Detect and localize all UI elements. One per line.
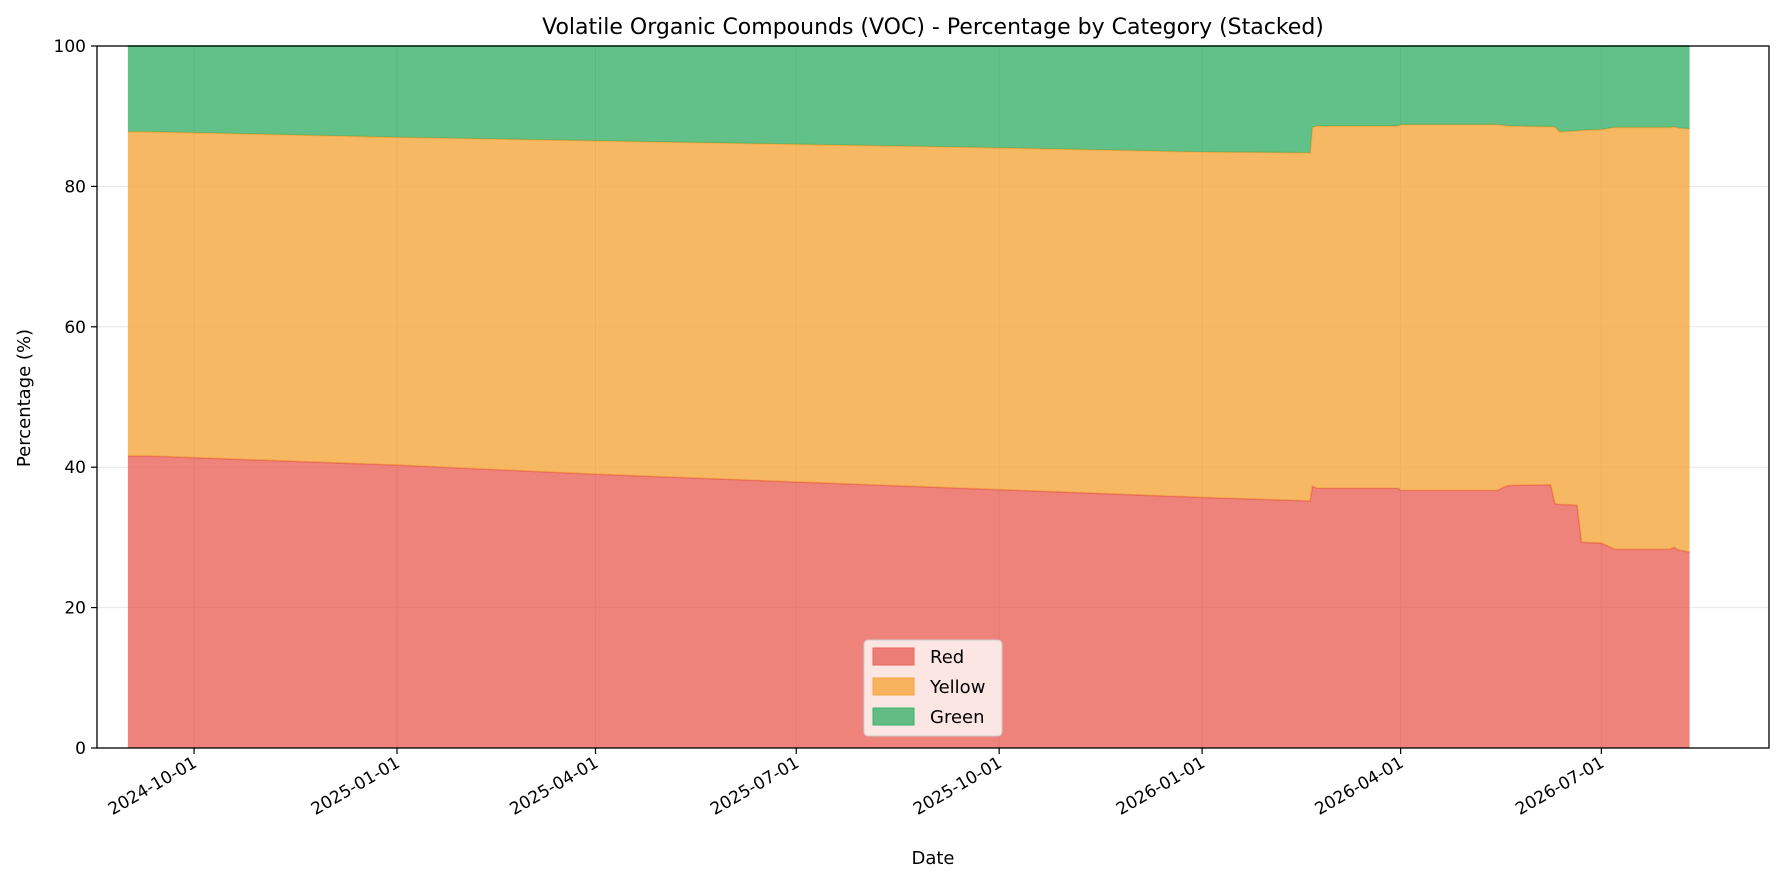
x-tick-label: 2025-10-01 <box>910 753 1006 820</box>
y-tick-label: 60 <box>64 318 86 338</box>
legend-label-yellow: Yellow <box>929 677 985 698</box>
plot-frame <box>96 45 1770 749</box>
stacked-areas <box>127 45 1690 748</box>
plot-area <box>96 45 1770 749</box>
y-axis: 0 20 40 60 80 100 <box>54 37 97 759</box>
x-tick-label: 2026-01-01 <box>1113 753 1209 820</box>
y-tick-label: 0 <box>75 739 86 759</box>
x-tick-label: 2025-07-01 <box>707 753 803 820</box>
y-axis-title: Percentage (%) <box>14 329 35 467</box>
x-tick-label: 2025-01-01 <box>308 753 404 820</box>
area-red <box>127 455 1690 748</box>
y-tick-label: 20 <box>64 599 86 619</box>
legend-label-green: Green <box>930 707 985 728</box>
y-tick-label: 80 <box>64 177 86 197</box>
area-yellow <box>127 124 1690 553</box>
y-tick-label: 100 <box>54 37 86 57</box>
x-axis-title: Date <box>911 848 954 869</box>
legend-swatch-red <box>872 647 915 666</box>
chart-title: Volatile Organic Compounds (VOC) - Perce… <box>542 15 1324 40</box>
area-green <box>127 46 1690 153</box>
x-axis: 2024-10-01 2025-01-01 2025-04-01 2025-07-01… <box>105 748 1608 820</box>
x-tick-label: 2025-04-01 <box>506 753 602 820</box>
legend-swatch-yellow <box>872 677 915 696</box>
legend: Red Yellow Green <box>863 639 1003 737</box>
y-tick-label: 40 <box>64 458 86 478</box>
x-tick-label: 2024-10-01 <box>105 753 201 820</box>
x-tick-label: 2026-04-01 <box>1312 753 1408 820</box>
x-tick-label: 2026-07-01 <box>1512 753 1608 820</box>
legend-label-red: Red <box>930 647 964 668</box>
legend-swatch-green <box>872 707 915 726</box>
